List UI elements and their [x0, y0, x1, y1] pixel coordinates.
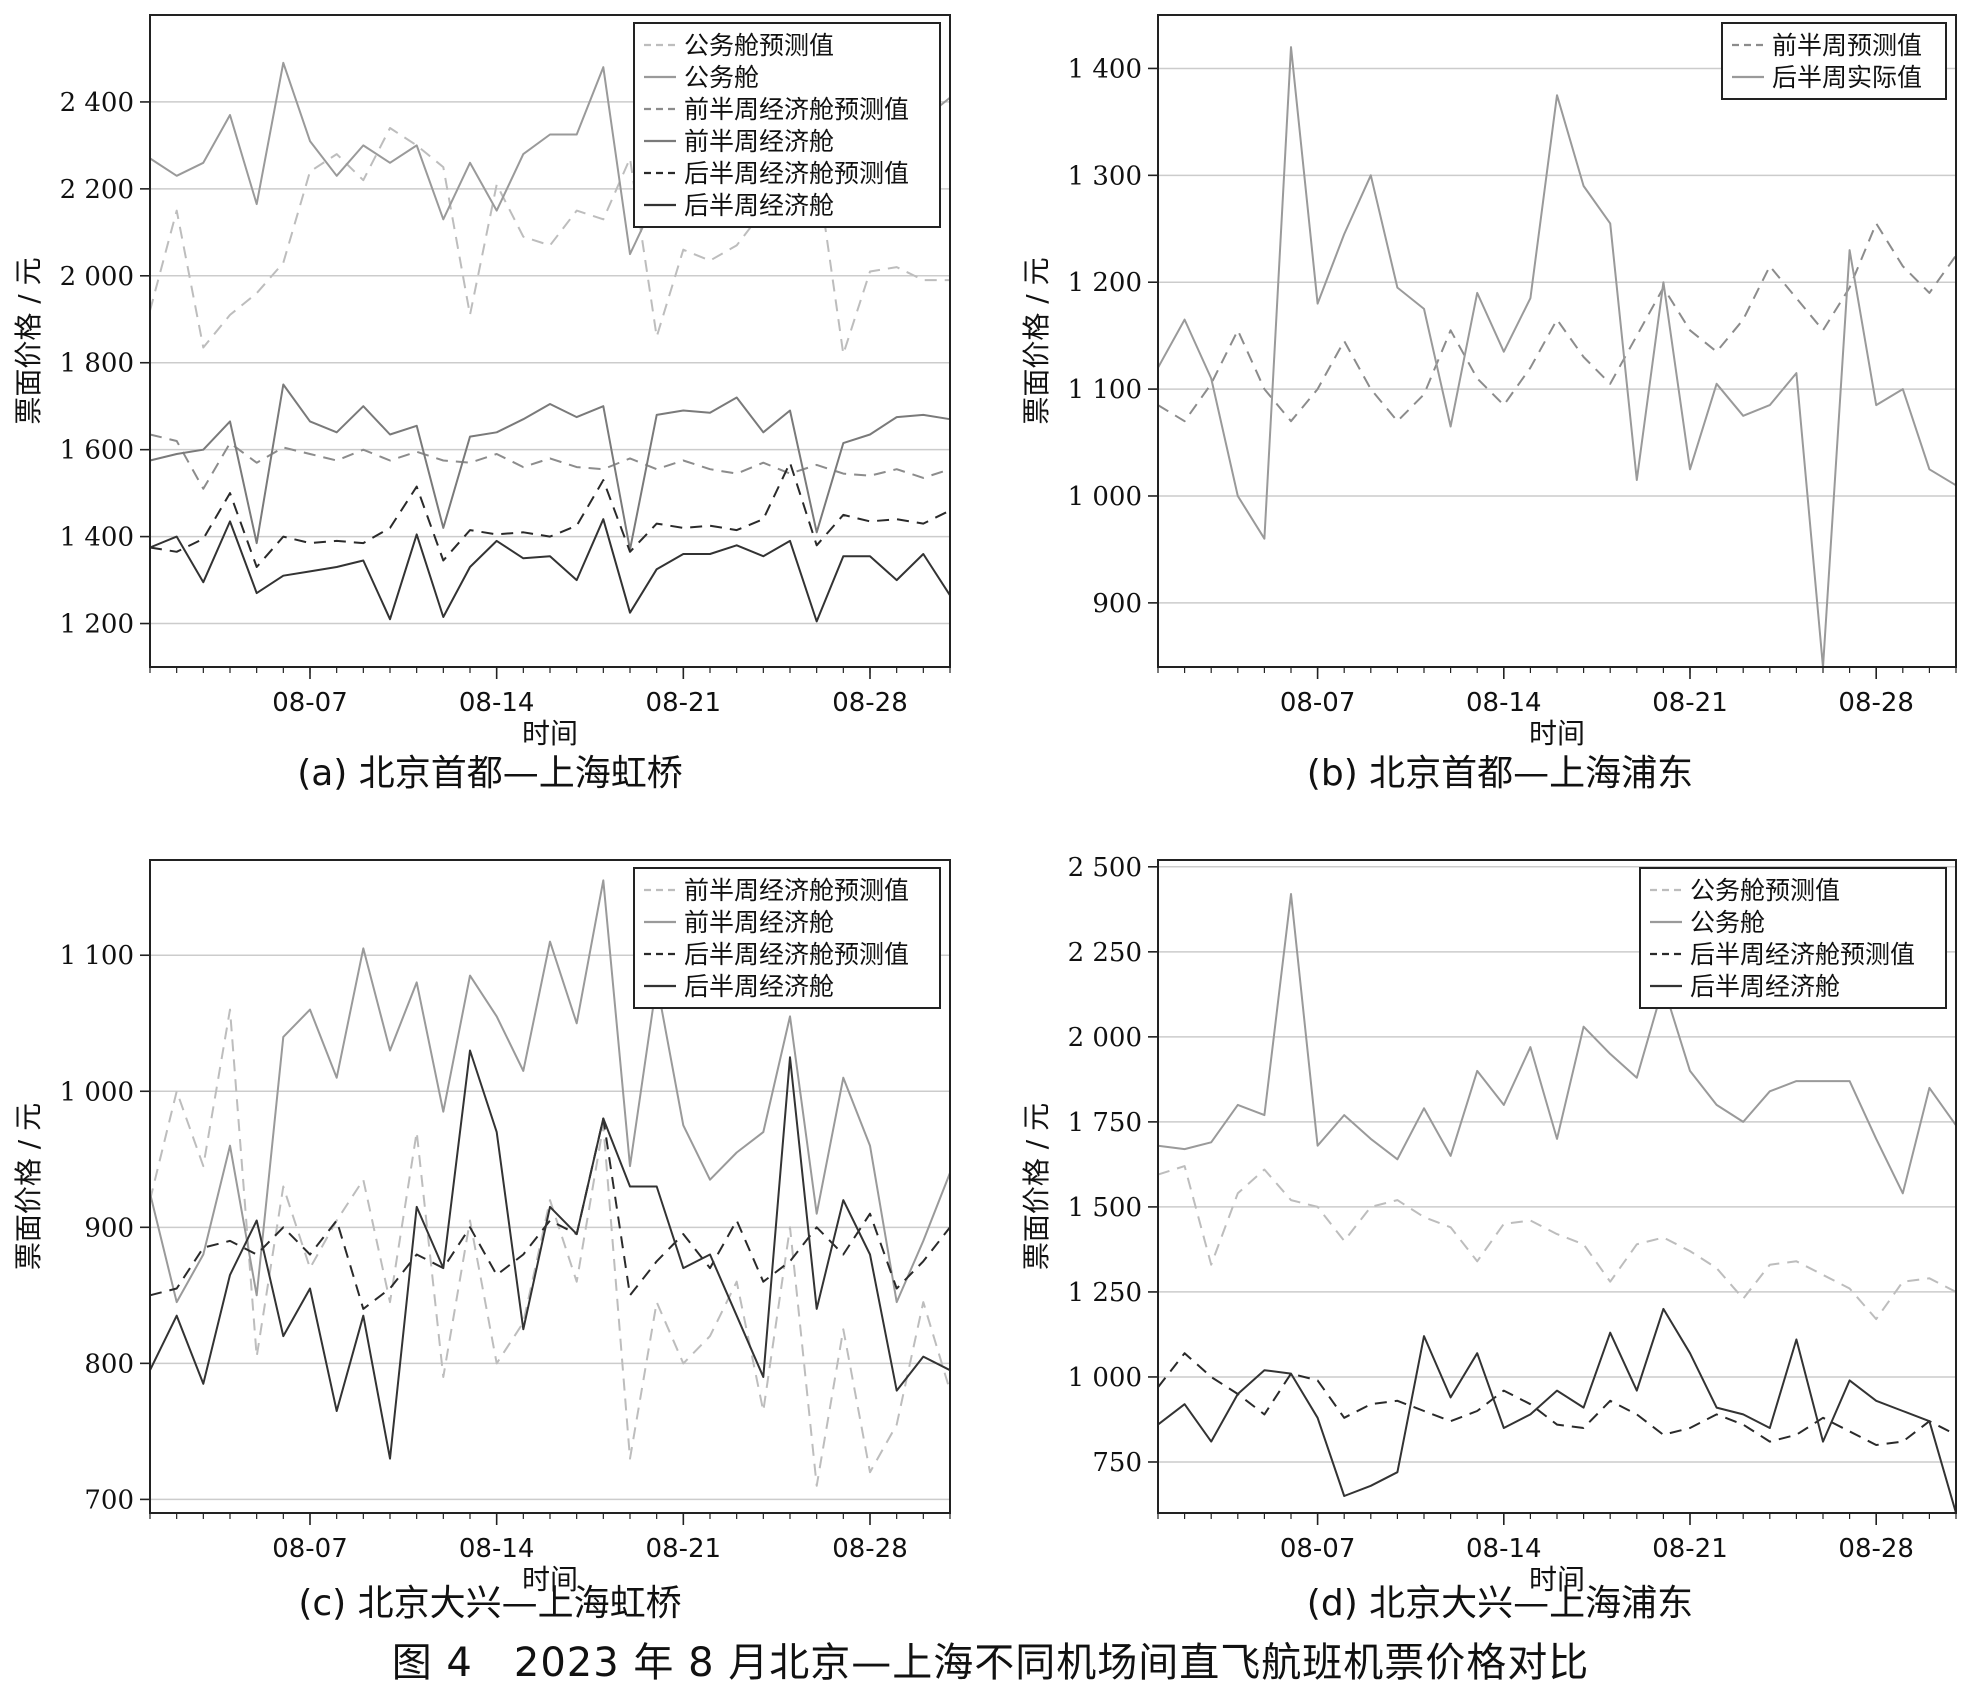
plot-frame [1157, 14, 1957, 668]
y-tick-label: 900 [1092, 589, 1142, 619]
panel-caption: (a) 北京首都—上海虹桥 [297, 753, 683, 794]
legend-label: 前半周经济舱预测值 [684, 95, 909, 124]
legend-box [633, 867, 941, 1009]
x-axis-label: 时间 [1529, 1563, 1585, 1596]
x-tick-label: 08-28 [832, 688, 908, 718]
series-line [149, 1117, 951, 1310]
y-tick-label: 2 000 [60, 262, 134, 292]
y-tick-label: 900 [84, 1213, 134, 1243]
x-tick-label: 08-07 [1280, 1534, 1356, 1564]
series-line [149, 433, 951, 490]
legend-label: 公务舱 [1690, 908, 1765, 937]
panel-caption: (c) 北京大兴—上海虹桥 [298, 1583, 681, 1624]
y-axis-label: 票面价格 / 元 [12, 1103, 45, 1270]
y-tick-label: 1 400 [1068, 54, 1142, 84]
series-line [149, 1008, 951, 1487]
figure-caption: 图 4 2023 年 8 月北京—上海不同机场间直飞航班机票价格对比 [391, 1640, 1590, 1686]
series-line [1157, 893, 1957, 1195]
series-line [149, 461, 951, 568]
y-tick-label: 700 [84, 1485, 134, 1515]
y-tick-label: 1 400 [60, 523, 134, 553]
y-tick-label: 1 300 [1068, 161, 1142, 191]
legend-label: 前半周预测值 [1772, 31, 1922, 60]
legend-box [633, 22, 941, 228]
x-tick-label: 08-28 [1838, 688, 1914, 718]
legend-box [1721, 22, 1947, 100]
x-tick-label: 08-21 [1652, 688, 1728, 718]
legend-label: 后半周经济舱 [684, 191, 834, 220]
panel-caption: (b) 北京首都—上海浦东 [1307, 753, 1693, 794]
y-tick-label: 2 200 [60, 175, 134, 205]
y-tick-label: 1 600 [60, 436, 134, 466]
y-axis-label: 票面价格 / 元 [1020, 257, 1053, 424]
x-axis-label: 时间 [522, 717, 578, 750]
legend-label: 后半周经济舱预测值 [684, 940, 909, 969]
legend-box [1639, 867, 1947, 1009]
x-tick-label: 08-07 [1280, 688, 1356, 718]
series-line [149, 879, 951, 1304]
legend-label: 后半周实际值 [1772, 63, 1922, 92]
y-tick-label: 1 200 [1068, 268, 1142, 298]
series-line [1157, 1352, 1957, 1446]
y-tick-label: 1 200 [60, 610, 134, 640]
series-line [149, 1049, 951, 1460]
x-tick-label: 08-14 [1466, 1534, 1542, 1564]
chart-d: 08-07 08-14 08-21 08-28 750 1 000 1 250 1 500 1 … [1020, 853, 1957, 1624]
y-tick-label: 2 400 [60, 88, 134, 118]
x-tick-label: 08-21 [646, 688, 722, 718]
y-tick-label: 1 250 [1068, 1278, 1142, 1308]
y-axis-label: 票面价格 / 元 [12, 257, 45, 424]
x-axis-label: 时间 [522, 1563, 578, 1596]
legend-label: 公务舱预测值 [684, 31, 834, 60]
chart-b: 08-07 08-14 08-21 08-28 900 1 000 1 100 1 200 1 … [1020, 14, 1957, 794]
series-line [1157, 1165, 1957, 1321]
x-tick-label: 08-21 [646, 1534, 722, 1564]
x-tick-label: 08-14 [459, 688, 535, 718]
series-line [1157, 1307, 1957, 1514]
legend-label: 后半周经济舱预测值 [684, 159, 909, 188]
y-tick-label: 1 500 [1068, 1193, 1142, 1223]
x-tick-label: 08-14 [1466, 688, 1542, 718]
y-tick-label: 800 [84, 1349, 134, 1379]
y-tick-label: 2 250 [1068, 938, 1142, 968]
chart-a: 08-07 08-14 08-21 08-28 1 200 1 400 1 600 1 800… [12, 14, 951, 794]
y-tick-label: 2 500 [1068, 853, 1142, 883]
x-tick-label: 08-21 [1652, 1534, 1728, 1564]
y-tick-label: 750 [1092, 1448, 1142, 1478]
x-tick-label: 08-07 [272, 1534, 348, 1564]
y-tick-label: 1 750 [1068, 1108, 1142, 1138]
chart-c: 08-07 08-14 08-21 08-28 700 800 900 1 000 1 100 时… [12, 859, 951, 1624]
legend-label: 公务舱 [684, 63, 759, 92]
x-tick-label: 08-07 [272, 688, 348, 718]
x-tick-label: 08-28 [1838, 1534, 1914, 1564]
panel-caption: (d) 北京大兴—上海浦东 [1307, 1583, 1693, 1624]
x-tick-label: 08-28 [832, 1534, 908, 1564]
y-axis-label: 票面价格 / 元 [1020, 1103, 1053, 1270]
series-line [149, 518, 951, 623]
y-tick-label: 1 000 [1068, 482, 1142, 512]
legend-label: 后半周经济舱预测值 [1690, 940, 1915, 969]
series-line [1157, 46, 1957, 668]
legend-label: 后半周经济舱 [684, 972, 834, 1001]
x-axis-label: 时间 [1529, 717, 1585, 750]
y-tick-label: 1 100 [1068, 375, 1142, 405]
legend-label: 前半周经济舱 [684, 127, 834, 156]
legend-label: 公务舱预测值 [1690, 876, 1840, 905]
y-tick-label: 1 800 [60, 349, 134, 379]
y-tick-label: 1 000 [1068, 1363, 1142, 1393]
y-tick-label: 2 000 [1068, 1023, 1142, 1053]
series-line [149, 383, 951, 551]
series-line [1157, 222, 1957, 423]
legend-label: 前半周经济舱预测值 [684, 876, 909, 905]
legend-label: 前半周经济舱 [684, 908, 834, 937]
y-tick-label: 1 000 [60, 1077, 134, 1107]
y-tick-label: 1 100 [60, 941, 134, 971]
x-tick-label: 08-14 [459, 1534, 535, 1564]
legend-label: 后半周经济舱 [1690, 972, 1840, 1001]
